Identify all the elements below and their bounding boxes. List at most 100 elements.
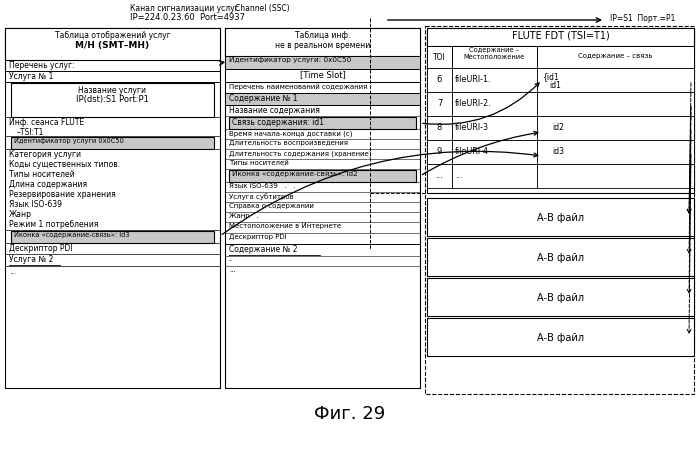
Text: Язык ISO-639   .   .: Язык ISO-639 . . xyxy=(229,183,296,189)
Text: Название услуги: Название услуги xyxy=(78,86,147,95)
Text: –TSI:T1: –TSI:T1 xyxy=(17,128,44,137)
Text: Содержание –
Местоположение: Содержание – Местоположение xyxy=(464,47,525,60)
FancyBboxPatch shape xyxy=(11,231,214,243)
FancyBboxPatch shape xyxy=(225,28,420,388)
Text: Дескриптор PDI: Дескриптор PDI xyxy=(229,234,287,240)
Text: fileURI-3: fileURI-3 xyxy=(455,123,489,132)
FancyBboxPatch shape xyxy=(537,116,694,140)
Text: Резервирование хранения: Резервирование хранения xyxy=(9,190,116,199)
Text: TOI: TOI xyxy=(433,53,446,62)
Text: Содержание № 1: Содержание № 1 xyxy=(229,94,298,103)
Text: ...: ... xyxy=(435,171,443,180)
Text: 7: 7 xyxy=(437,99,442,108)
Text: {id1: {id1 xyxy=(542,72,559,81)
Text: Услуга субтитров: Услуга субтитров xyxy=(229,193,294,200)
Text: Название содержания: Название содержания xyxy=(229,106,320,115)
Text: Услуга № 2: Услуга № 2 xyxy=(9,255,53,264)
Text: Язык ISO-639: Язык ISO-639 xyxy=(9,200,62,209)
Text: id2: id2 xyxy=(552,123,564,132)
FancyBboxPatch shape xyxy=(427,278,694,316)
Text: А-В файл: А-В файл xyxy=(537,213,584,223)
FancyBboxPatch shape xyxy=(427,68,452,92)
Text: Категория услуги: Категория услуги xyxy=(9,150,81,159)
FancyBboxPatch shape xyxy=(537,68,694,92)
Text: Перечень наименований содержания: Перечень наименований содержания xyxy=(229,83,368,89)
Text: Содержание № 2: Содержание № 2 xyxy=(229,245,298,254)
FancyBboxPatch shape xyxy=(427,140,452,164)
Text: IP=224.0.23.60  Port=4937: IP=224.0.23.60 Port=4937 xyxy=(130,13,245,22)
FancyBboxPatch shape xyxy=(452,116,537,140)
FancyBboxPatch shape xyxy=(5,28,220,388)
FancyBboxPatch shape xyxy=(225,93,420,105)
Text: Режим 1 потребления: Режим 1 потребления xyxy=(9,220,99,229)
Text: Время начала-конца доставки (с): Время начала-конца доставки (с) xyxy=(229,130,352,136)
FancyBboxPatch shape xyxy=(537,164,694,188)
FancyBboxPatch shape xyxy=(427,92,452,116)
Text: Длительность содержания (хранение): Длительность содержания (хранение) xyxy=(229,150,371,156)
FancyBboxPatch shape xyxy=(452,164,537,188)
FancyBboxPatch shape xyxy=(229,170,416,182)
Text: Длина содержания: Длина содержания xyxy=(9,180,87,189)
FancyBboxPatch shape xyxy=(452,92,537,116)
Text: Перечень услуг:: Перечень услуг: xyxy=(9,61,75,70)
FancyBboxPatch shape xyxy=(427,318,694,356)
Text: fileURI-1.: fileURI-1. xyxy=(455,75,491,84)
Text: Местоположение в Интернете: Местоположение в Интернете xyxy=(229,223,341,229)
FancyBboxPatch shape xyxy=(225,56,420,69)
Text: Иконка «содержание-связь»: id2: Иконка «содержание-связь»: id2 xyxy=(232,171,358,177)
Text: fileURI-2.: fileURI-2. xyxy=(455,99,491,108)
Text: FLUTE FDT (TSI=T1): FLUTE FDT (TSI=T1) xyxy=(512,30,610,40)
Text: Таблица инф.: Таблица инф. xyxy=(295,31,350,40)
Text: Дескриптор PDI: Дескриптор PDI xyxy=(9,244,73,253)
Text: Типы носителей: Типы носителей xyxy=(229,160,289,166)
Text: Инф. сеанса FLUTE: Инф. сеанса FLUTE xyxy=(9,118,84,127)
Text: Фиг. 29: Фиг. 29 xyxy=(314,405,385,423)
Text: 6: 6 xyxy=(437,75,442,84)
Text: Типы носителей: Типы носителей xyxy=(9,170,75,179)
FancyBboxPatch shape xyxy=(537,46,694,68)
Text: А-В файл: А-В файл xyxy=(537,293,584,303)
Text: Коды существенных типов.: Коды существенных типов. xyxy=(9,160,120,169)
FancyBboxPatch shape xyxy=(427,164,452,188)
Text: ...: ... xyxy=(9,267,16,276)
Text: IP(dst):S1 Port:P1: IP(dst):S1 Port:P1 xyxy=(76,95,149,104)
Text: 8: 8 xyxy=(437,123,442,132)
FancyBboxPatch shape xyxy=(5,28,220,60)
FancyBboxPatch shape xyxy=(229,117,416,129)
Text: Услуга № 1: Услуга № 1 xyxy=(9,72,53,81)
FancyBboxPatch shape xyxy=(427,116,452,140)
FancyBboxPatch shape xyxy=(537,140,694,164)
Text: Канал сигнализации услуг: Канал сигнализации услуг xyxy=(130,4,243,13)
FancyBboxPatch shape xyxy=(11,83,214,117)
FancyBboxPatch shape xyxy=(427,238,694,276)
Text: Иконка «содержание-связь»: id3: Иконка «содержание-связь»: id3 xyxy=(14,232,129,238)
FancyBboxPatch shape xyxy=(427,46,452,68)
FancyBboxPatch shape xyxy=(452,140,537,164)
Text: ...: ... xyxy=(455,171,463,180)
Text: Справка о содержании: Справка о содержании xyxy=(229,203,314,209)
Text: fileURI-4: fileURI-4 xyxy=(455,147,489,156)
Text: -: - xyxy=(229,257,231,263)
FancyBboxPatch shape xyxy=(11,137,214,149)
FancyBboxPatch shape xyxy=(452,46,537,68)
Text: А-В файл: А-В файл xyxy=(537,333,584,343)
Text: [Time Slot]: [Time Slot] xyxy=(300,70,345,79)
FancyBboxPatch shape xyxy=(537,92,694,116)
Text: Идентификатор услуги 0x0C50: Идентификатор услуги 0x0C50 xyxy=(14,138,124,144)
Text: id3: id3 xyxy=(552,147,564,156)
Text: Длительность воспроизведения: Длительность воспроизведения xyxy=(229,140,348,146)
Text: не в реальном времени: не в реальном времени xyxy=(275,41,370,50)
FancyBboxPatch shape xyxy=(427,28,694,46)
Text: Связь содержания: id1: Связь содержания: id1 xyxy=(232,118,324,127)
Text: ...: ... xyxy=(229,267,236,273)
FancyBboxPatch shape xyxy=(452,68,537,92)
FancyBboxPatch shape xyxy=(225,69,420,82)
Text: Жанр: Жанр xyxy=(9,210,32,219)
Text: Таблица отображений услуг: Таблица отображений услуг xyxy=(55,31,171,40)
Text: id1: id1 xyxy=(549,81,561,90)
Text: Содержание – связь: Содержание – связь xyxy=(578,53,653,59)
FancyBboxPatch shape xyxy=(225,28,420,56)
Text: М/Н (SMT–МН): М/Н (SMT–МН) xyxy=(75,41,150,50)
Text: Идентификатор услуги: 0x0C50: Идентификатор услуги: 0x0C50 xyxy=(229,57,352,63)
FancyBboxPatch shape xyxy=(427,28,694,193)
